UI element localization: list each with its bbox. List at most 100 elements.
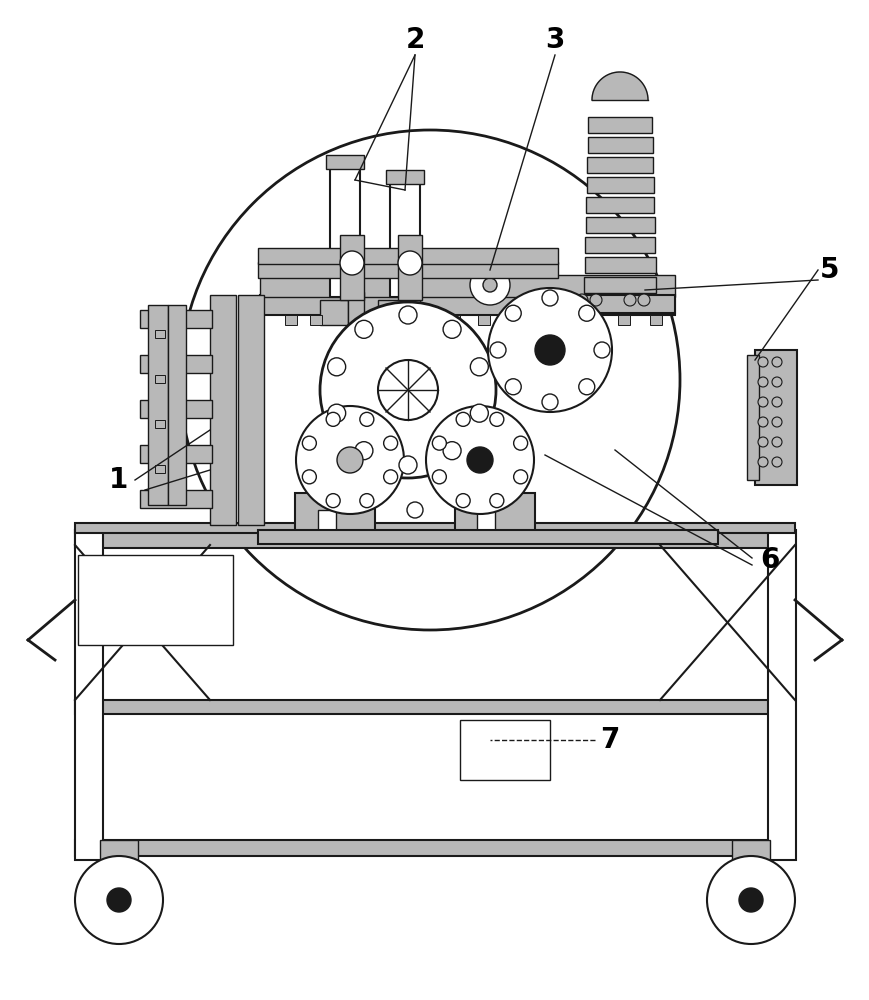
- Circle shape: [579, 379, 594, 395]
- Bar: [404, 292, 420, 327]
- Bar: [140, 355, 212, 373]
- Circle shape: [383, 436, 398, 450]
- Circle shape: [758, 377, 768, 387]
- Circle shape: [488, 288, 612, 412]
- Polygon shape: [592, 72, 648, 100]
- Circle shape: [456, 412, 470, 426]
- Bar: [508, 315, 520, 325]
- Bar: [768, 530, 796, 860]
- Circle shape: [399, 456, 417, 474]
- Bar: [580, 315, 592, 325]
- Bar: [380, 315, 392, 325]
- Bar: [258, 262, 558, 278]
- Circle shape: [399, 306, 417, 324]
- Text: 5: 5: [820, 256, 839, 284]
- Text: 6: 6: [760, 546, 779, 574]
- Circle shape: [590, 294, 602, 306]
- Bar: [575, 295, 675, 313]
- Bar: [75, 700, 795, 714]
- Bar: [650, 315, 662, 325]
- Circle shape: [758, 457, 768, 467]
- Bar: [732, 840, 770, 862]
- Bar: [477, 510, 495, 538]
- Circle shape: [576, 294, 588, 306]
- Bar: [588, 137, 653, 153]
- Circle shape: [707, 856, 795, 944]
- Bar: [140, 310, 212, 328]
- Bar: [100, 840, 138, 862]
- Bar: [330, 165, 360, 297]
- Bar: [584, 277, 656, 293]
- Bar: [310, 315, 322, 325]
- Bar: [448, 315, 460, 325]
- Bar: [618, 315, 630, 325]
- Bar: [586, 217, 655, 233]
- Circle shape: [772, 377, 782, 387]
- Bar: [140, 445, 212, 463]
- Circle shape: [355, 442, 373, 460]
- Bar: [585, 257, 656, 273]
- Circle shape: [398, 251, 422, 275]
- Bar: [295, 493, 375, 535]
- Bar: [78, 555, 233, 645]
- Bar: [75, 840, 795, 856]
- Circle shape: [772, 437, 782, 447]
- Circle shape: [739, 888, 763, 912]
- Circle shape: [302, 470, 316, 484]
- Bar: [587, 177, 654, 193]
- Circle shape: [467, 447, 493, 473]
- Text: 7: 7: [600, 726, 620, 754]
- Circle shape: [772, 357, 782, 367]
- Bar: [140, 400, 212, 418]
- Circle shape: [328, 404, 346, 422]
- Circle shape: [514, 436, 527, 450]
- Circle shape: [758, 417, 768, 427]
- Circle shape: [505, 379, 521, 395]
- Circle shape: [772, 397, 782, 407]
- Bar: [585, 237, 655, 253]
- Circle shape: [490, 342, 506, 358]
- Bar: [210, 295, 236, 525]
- Circle shape: [456, 494, 470, 508]
- Bar: [455, 493, 535, 535]
- Text: 1: 1: [109, 466, 128, 494]
- Circle shape: [443, 442, 461, 460]
- Bar: [390, 180, 420, 297]
- Bar: [460, 720, 550, 780]
- Bar: [285, 315, 297, 325]
- Circle shape: [505, 305, 521, 321]
- Bar: [318, 510, 336, 538]
- Bar: [586, 197, 654, 213]
- Bar: [747, 355, 759, 480]
- Bar: [478, 315, 490, 325]
- Circle shape: [326, 412, 340, 426]
- Bar: [238, 295, 264, 525]
- Bar: [260, 275, 675, 297]
- Circle shape: [443, 320, 461, 338]
- Bar: [378, 300, 406, 325]
- Bar: [155, 330, 165, 338]
- Circle shape: [355, 320, 373, 338]
- Circle shape: [514, 470, 527, 484]
- Bar: [545, 315, 557, 325]
- Circle shape: [758, 397, 768, 407]
- Circle shape: [542, 290, 558, 306]
- Bar: [340, 235, 364, 300]
- Circle shape: [320, 302, 496, 478]
- Circle shape: [624, 294, 636, 306]
- Circle shape: [483, 278, 497, 292]
- Circle shape: [326, 494, 340, 508]
- Bar: [148, 305, 168, 505]
- Bar: [260, 295, 675, 315]
- Circle shape: [758, 437, 768, 447]
- Bar: [348, 292, 364, 327]
- Text: 3: 3: [546, 26, 565, 54]
- Circle shape: [328, 358, 346, 376]
- Circle shape: [426, 406, 534, 514]
- Text: 2: 2: [405, 26, 425, 54]
- Bar: [398, 235, 422, 300]
- Circle shape: [594, 342, 610, 358]
- Circle shape: [470, 404, 488, 422]
- Circle shape: [302, 436, 316, 450]
- Bar: [155, 465, 165, 473]
